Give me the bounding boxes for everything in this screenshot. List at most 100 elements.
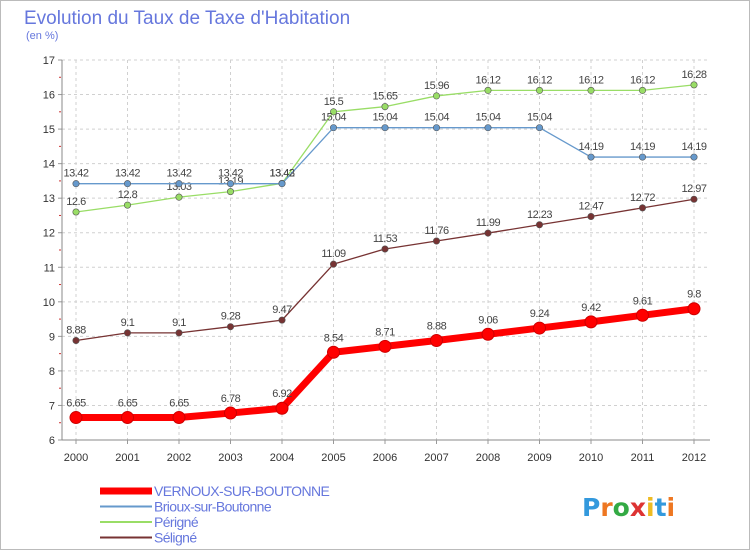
- logo-letter: t: [655, 493, 667, 522]
- data-label: 6.65: [118, 398, 138, 410]
- data-point: [175, 193, 183, 201]
- data-label: 9.28: [221, 311, 241, 323]
- logo-letter: i: [646, 493, 655, 522]
- y-tick-label: 14: [43, 159, 55, 171]
- data-label: 6.65: [169, 398, 189, 410]
- data-point: [484, 86, 492, 94]
- data-point: [587, 86, 595, 94]
- data-label: 9.47: [272, 304, 292, 316]
- series-seligne: 8.88 9.1 9.1 9.28 9.47 11.09 11.53 11.76 11.99 12…: [66, 183, 707, 345]
- legend-label: Séligné: [154, 530, 197, 546]
- legend-label: Périgné: [154, 514, 199, 530]
- data-label: 6.78: [221, 393, 241, 405]
- data-point: [72, 180, 80, 188]
- data-point: [124, 329, 132, 337]
- data-point: [69, 411, 83, 425]
- x-tick-label: 2002: [167, 452, 191, 464]
- logo-letter: r: [600, 493, 613, 522]
- chart-subtitle: (en %): [26, 30, 58, 42]
- data-point: [381, 103, 389, 111]
- data-point: [72, 337, 80, 345]
- data-label: 11.99: [476, 217, 501, 229]
- y-tick-label: 13: [43, 193, 55, 205]
- data-point: [535, 86, 543, 94]
- x-tick-label: 2003: [218, 452, 242, 464]
- data-label: 15.04: [372, 112, 397, 124]
- series-group: 8.88 9.1 9.1 9.28 9.47 11.09 11.53 11.76 11.99 12…: [63, 69, 707, 425]
- data-point: [329, 260, 337, 268]
- data-label: 9.8: [687, 289, 701, 301]
- data-point: [278, 316, 286, 324]
- data-label: 9.24: [530, 308, 550, 320]
- data-label: 15.96: [424, 80, 449, 92]
- data-point: [227, 323, 235, 331]
- x-tick-label: 2010: [579, 452, 603, 464]
- data-label: 11.76: [424, 225, 449, 237]
- data-point: [329, 124, 337, 132]
- data-point: [533, 321, 546, 335]
- data-point: [587, 212, 595, 220]
- data-label: 16.12: [475, 74, 500, 86]
- legend: VERNOUX-SUR-BOUTONNEBrioux-sur-BoutonneP…: [100, 483, 330, 546]
- data-point: [638, 153, 646, 161]
- data-label: 14.19: [578, 141, 603, 153]
- data-point: [484, 229, 492, 237]
- data-point: [172, 411, 186, 425]
- svg-text:Proxiti: Proxiti: [582, 493, 675, 522]
- data-label: 11.09: [321, 248, 346, 260]
- data-label: 16.12: [527, 74, 552, 86]
- data-label: 13.42: [269, 168, 294, 180]
- y-tick-label: 7: [49, 400, 55, 412]
- data-point: [278, 180, 286, 188]
- x-tick-label: 2008: [476, 452, 500, 464]
- data-label: 14.19: [681, 141, 706, 153]
- data-label: 9.06: [478, 314, 498, 326]
- data-label: 9.61: [633, 295, 653, 307]
- legend-label: VERNOUX-SUR-BOUTONNE: [154, 483, 329, 499]
- data-point: [121, 411, 134, 425]
- data-label: 12.97: [681, 183, 706, 195]
- y-tick-label: 6: [49, 435, 55, 447]
- data-label: 16.28: [681, 69, 706, 81]
- data-point: [432, 124, 440, 132]
- data-point: [124, 180, 132, 188]
- data-point: [124, 201, 132, 209]
- data-label: 6.92: [272, 388, 292, 400]
- data-label: 13.42: [63, 168, 88, 180]
- data-point: [224, 406, 237, 420]
- data-point: [535, 221, 543, 229]
- series-perigne: 12.612.813.0313.1913.4315.515.6515.9616.…: [66, 69, 707, 216]
- data-label: 12.8: [118, 189, 138, 201]
- logo-letter: i: [667, 493, 676, 522]
- data-point: [227, 180, 235, 188]
- y-tick-label: 16: [43, 90, 55, 102]
- data-point: [636, 308, 649, 322]
- series-brioux-sur-boutonne: 13.42 13.42 13.42 13.42 13.42 15.04 15.04 15.04…: [63, 112, 707, 188]
- data-label: 6.65: [66, 398, 86, 410]
- data-label: 9.1: [121, 317, 135, 329]
- axes: 6 7 8 9 10 11 12 13 14 15 16 17 2000 2001 2002 2003 2004…: [43, 55, 710, 464]
- x-tick-label: 2012: [682, 452, 706, 464]
- y-tick-label: 15: [43, 124, 55, 136]
- data-label: 12.23: [527, 209, 552, 221]
- x-tick-label: 2005: [321, 452, 345, 464]
- data-point: [690, 195, 698, 203]
- data-label: 13.42: [218, 168, 243, 180]
- data-point: [587, 153, 595, 161]
- data-point: [481, 327, 495, 341]
- data-point: [381, 245, 389, 253]
- data-point: [72, 208, 80, 216]
- data-label: 15.5: [324, 96, 344, 108]
- data-point: [381, 124, 389, 132]
- data-label: 8.54: [324, 332, 344, 344]
- data-point: [378, 339, 392, 353]
- data-point: [329, 108, 337, 116]
- data-label: 13.42: [115, 168, 140, 180]
- data-point: [690, 81, 698, 89]
- y-tick-label: 12: [43, 228, 55, 240]
- y-tick-label: 8: [49, 366, 55, 378]
- data-label: 13.42: [166, 168, 191, 180]
- legend-label: Brioux-sur-Boutonne: [154, 499, 272, 515]
